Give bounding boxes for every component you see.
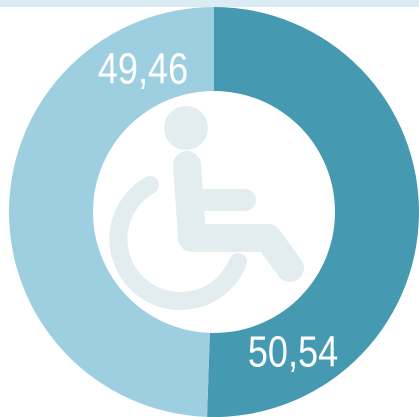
value-label: 49,46	[98, 44, 188, 93]
wheelchair-icon	[109, 106, 304, 310]
donut	[9, 7, 419, 417]
labels: 50,54 49,46	[98, 44, 338, 376]
slice	[9, 7, 214, 417]
value-label: 50,54	[248, 327, 338, 376]
top-strip	[0, 0, 419, 7]
slice	[207, 7, 419, 417]
